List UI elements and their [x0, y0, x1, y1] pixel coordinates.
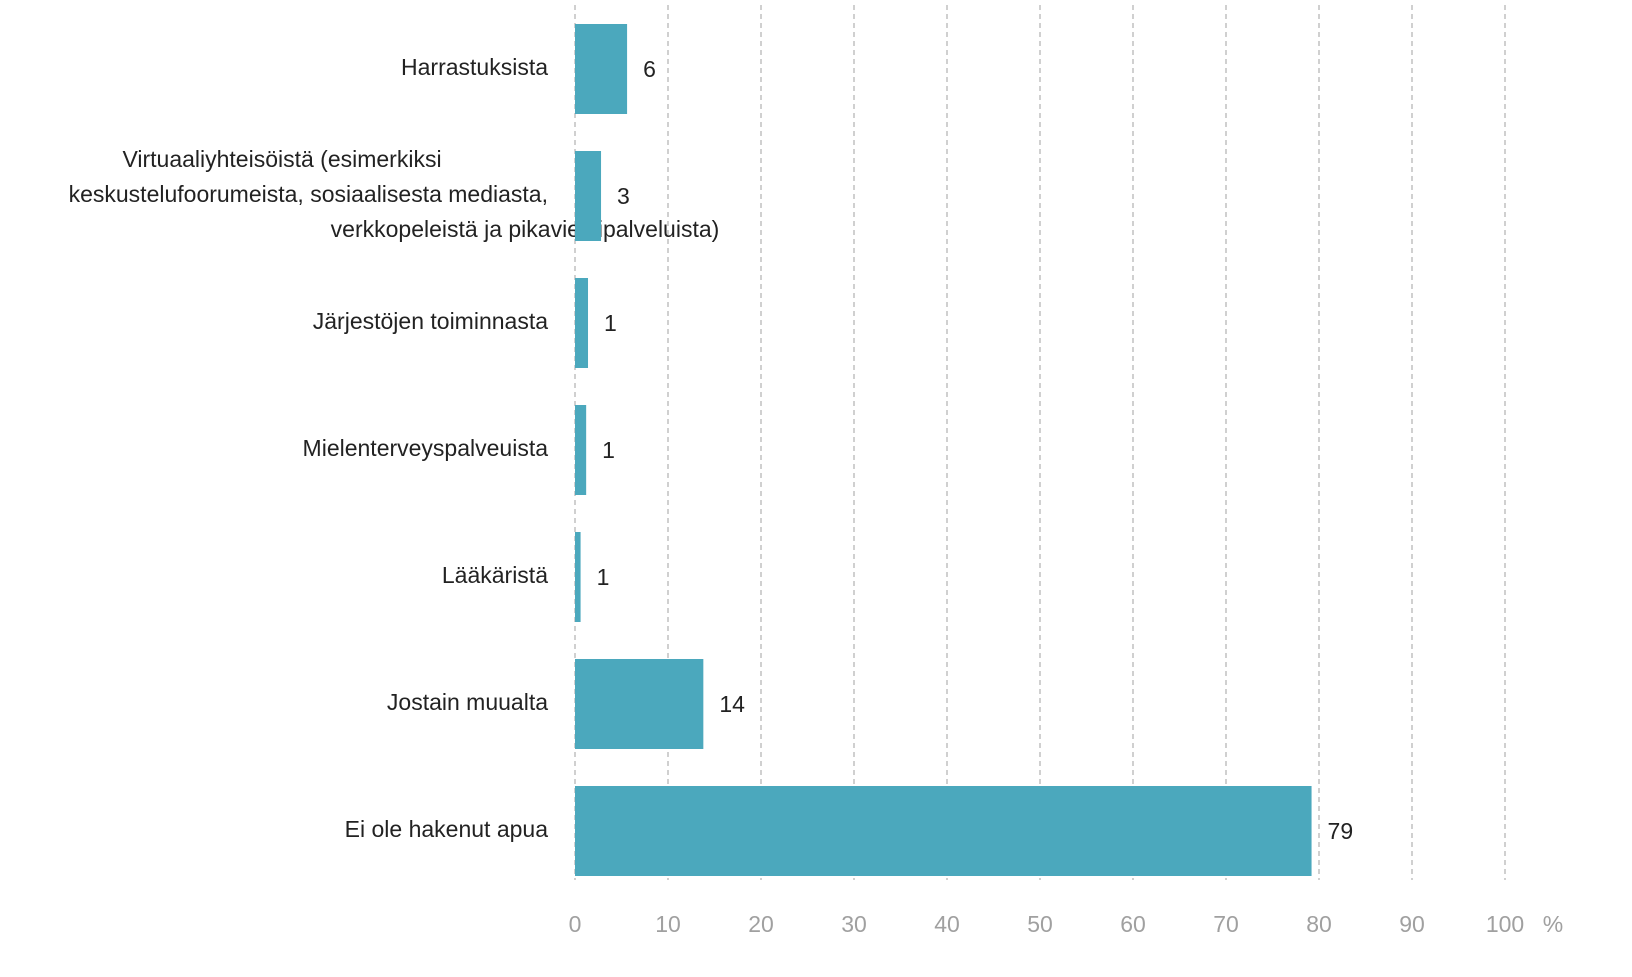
- value-label: 1: [604, 310, 617, 336]
- x-tick-label: 0: [569, 911, 582, 937]
- x-tick-label: 50: [1027, 911, 1053, 937]
- value-label: 3: [617, 183, 630, 209]
- category-label: Mielenterveyspalveuista: [303, 435, 549, 461]
- x-tick-label: 60: [1120, 911, 1146, 937]
- x-tick-label: 80: [1306, 911, 1332, 937]
- value-label: 14: [719, 691, 745, 717]
- bar: [575, 24, 628, 114]
- x-tick-label: 90: [1399, 911, 1425, 937]
- category-label: Järjestöjen toiminnasta: [313, 308, 548, 334]
- x-tick-label: 70: [1213, 911, 1239, 937]
- x-tick-label: 20: [748, 911, 774, 937]
- category-label: Harrastuksista: [401, 54, 548, 80]
- x-tick-label: 30: [841, 911, 867, 937]
- value-label: 6: [643, 56, 656, 82]
- category-label: Virtuaaliyhteisöistä (esimerkiksi keskust…: [69, 146, 720, 242]
- x-tick-label: 40: [934, 911, 960, 937]
- bar: [575, 786, 1312, 876]
- category-label: Jostain muualta: [387, 689, 548, 715]
- bar: [575, 659, 704, 749]
- bar: [575, 278, 589, 368]
- value-label: 1: [602, 437, 615, 463]
- x-axis-label: %: [1543, 911, 1563, 937]
- value-label: 1: [597, 564, 610, 590]
- value-label: 79: [1328, 818, 1354, 844]
- category-label: Ei ole hakenut apua: [345, 816, 549, 842]
- x-tick-label: 100: [1486, 911, 1524, 937]
- bar: [575, 151, 602, 241]
- category-label: Lääkäristä: [442, 562, 548, 588]
- bar: [575, 532, 581, 622]
- x-tick-label: 10: [655, 911, 681, 937]
- bar: [575, 405, 587, 495]
